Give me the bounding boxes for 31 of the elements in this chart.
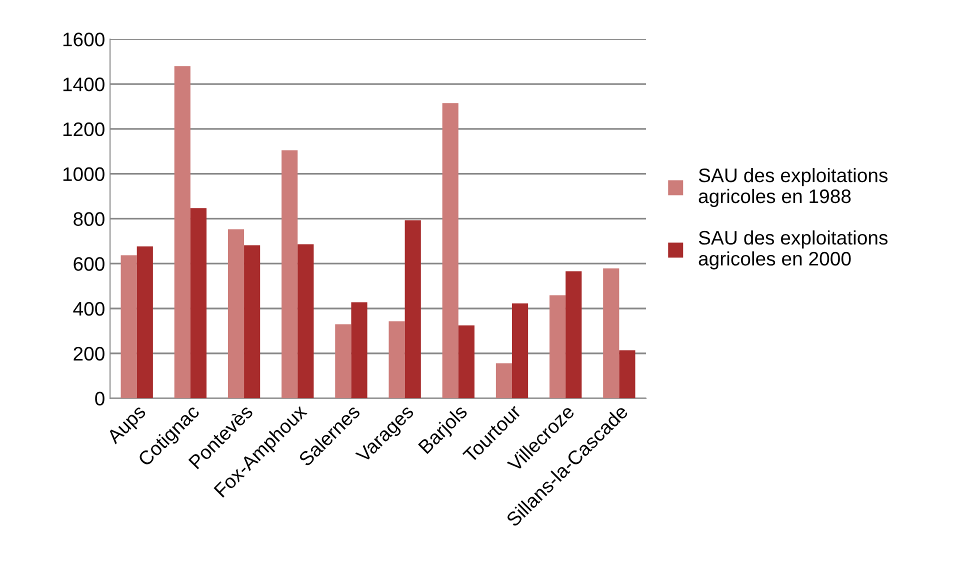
y-tick-label: 1400 [63, 77, 104, 92]
y-tick-label: 600 [74, 257, 104, 271]
bar [550, 295, 566, 398]
y-tick-label: 1200 [63, 122, 104, 136]
bar [120, 255, 137, 398]
bar [244, 245, 260, 398]
y-tick-label: 1000 [63, 167, 104, 182]
legend-label: SAU des exploitations agricoles en 2000 [698, 230, 888, 270]
bar [496, 363, 512, 398]
bar [298, 244, 314, 398]
bar [566, 271, 582, 398]
bar [404, 220, 421, 398]
bar [282, 150, 298, 398]
bar [603, 268, 620, 398]
y-tick-label: 0 [95, 392, 104, 406]
bar [136, 246, 153, 398]
bar [228, 229, 244, 398]
bar [335, 324, 352, 398]
y-tick-label: 200 [74, 346, 104, 361]
bar [619, 350, 636, 398]
y-tick-label: 800 [74, 212, 104, 226]
y-tick-label: 1600 [63, 32, 104, 46]
legend-label: SAU des exploitations agricoles en 1988 [698, 168, 888, 208]
bar [190, 208, 207, 398]
bar [174, 66, 190, 398]
bar [458, 325, 474, 398]
y-tick-label: 400 [73, 302, 104, 316]
bar [442, 103, 458, 398]
bar [388, 321, 405, 398]
bar [512, 303, 528, 398]
bar [351, 302, 368, 398]
